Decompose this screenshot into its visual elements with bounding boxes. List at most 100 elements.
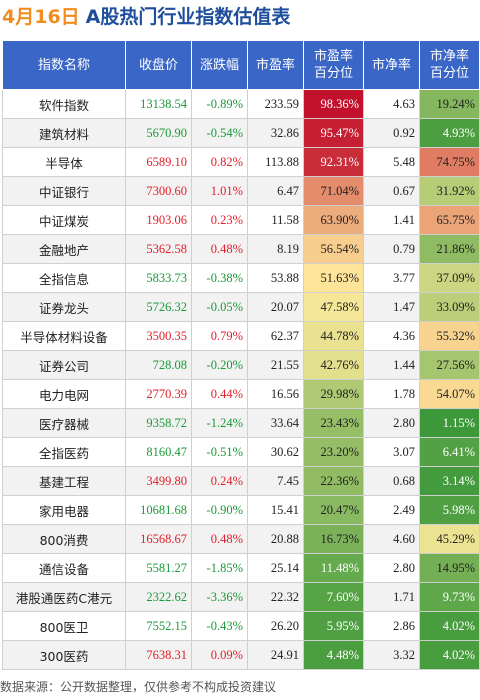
pb-cell: 5.48 <box>363 147 420 177</box>
pe-cell: 25.14 <box>247 553 304 583</box>
pe-cell: 20.07 <box>247 292 304 322</box>
pe-cell: 21.55 <box>247 350 304 380</box>
pe-percentile-cell: 4.48% <box>303 640 364 670</box>
index-name-cell: 通信设备 <box>2 553 126 583</box>
pb-cell: 4.63 <box>363 89 420 119</box>
pe-percentile-cell: 44.78% <box>303 321 364 351</box>
table-row: 电力电网 2770.39 0.44% 16.56 29.98% 1.78 54.07% <box>2 379 480 409</box>
pe-cell: 15.41 <box>247 495 304 525</box>
pe-cell: 233.59 <box>247 89 304 119</box>
pe-cell: 26.20 <box>247 611 304 641</box>
pe-percentile-cell: 29.98% <box>303 379 364 409</box>
table-row: 800医卫 7552.15 -0.43% 26.20 5.95% 2.86 4.02% <box>2 611 480 641</box>
change-pct-cell: -0.05% <box>191 292 248 322</box>
pe-percentile-cell: 47.58% <box>303 292 364 322</box>
index-name-cell: 金融地产 <box>2 234 126 264</box>
table-row: 全指信息 5833.73 -0.38% 53.88 51.63% 3.77 37.09% <box>2 263 480 293</box>
pe-cell: 62.37 <box>247 321 304 351</box>
pe-cell: 6.47 <box>247 176 304 206</box>
index-name-cell: 300医药 <box>2 640 126 670</box>
pe-percentile-cell: 95.47% <box>303 118 364 148</box>
table-row: 医疗器械 9358.72 -1.24% 33.64 23.43% 2.80 1.15% <box>2 408 480 438</box>
index-name-cell: 医疗器械 <box>2 408 126 438</box>
pb-percentile-cell: 4.02% <box>419 611 480 641</box>
pe-percentile-cell: 20.47% <box>303 495 364 525</box>
pb-percentile-cell: 6.41% <box>419 437 480 467</box>
change-pct-cell: -0.90% <box>191 495 248 525</box>
close-price-cell: 5581.27 <box>125 553 192 583</box>
pb-percentile-cell: 14.95% <box>419 553 480 583</box>
close-price-cell: 5362.58 <box>125 234 192 264</box>
pe-cell: 22.32 <box>247 582 304 612</box>
pb-cell: 4.60 <box>363 524 420 554</box>
header-close: 收盘价 <box>125 40 192 90</box>
pb-percentile-cell: 3.14% <box>419 466 480 496</box>
pb-percentile-cell: 45.29% <box>419 524 480 554</box>
index-name-cell: 港股通医药C港元 <box>2 582 126 612</box>
pb-cell: 0.79 <box>363 234 420 264</box>
change-pct-cell: 0.24% <box>191 466 248 496</box>
close-price-cell: 7552.15 <box>125 611 192 641</box>
table-row: 金融地产 5362.58 0.48% 8.19 56.54% 0.79 21.86% <box>2 234 480 264</box>
change-pct-cell: 1.01% <box>191 176 248 206</box>
change-pct-cell: 0.09% <box>191 640 248 670</box>
pb-cell: 3.32 <box>363 640 420 670</box>
valuation-table: 指数名称 收盘价 涨跌幅 市盈率 市盈率 百分位 市净率 市净率 百分位 软件指数 1… <box>2 40 480 670</box>
pb-cell: 4.36 <box>363 321 420 351</box>
close-price-cell: 3499.80 <box>125 466 192 496</box>
pb-percentile-cell: 55.32% <box>419 321 480 351</box>
pb-cell: 2.86 <box>363 611 420 641</box>
change-pct-cell: -1.85% <box>191 553 248 583</box>
pb-percentile-cell: 1.15% <box>419 408 480 438</box>
table-row: 全指医药 8160.47 -0.51% 30.62 23.20% 3.07 6.41% <box>2 437 480 467</box>
close-price-cell: 6589.10 <box>125 147 192 177</box>
pb-percentile-cell: 65.75% <box>419 205 480 235</box>
index-name-cell: 中证煤炭 <box>2 205 126 235</box>
pe-percentile-cell: 16.73% <box>303 524 364 554</box>
close-price-cell: 16568.67 <box>125 524 192 554</box>
pe-cell: 11.58 <box>247 205 304 235</box>
pb-percentile-cell: 54.07% <box>419 379 480 409</box>
pb-percentile-cell: 4.02% <box>419 640 480 670</box>
pb-percentile-cell: 19.24% <box>419 89 480 119</box>
pe-cell: 7.45 <box>247 466 304 496</box>
close-price-cell: 10681.68 <box>125 495 192 525</box>
pb-cell: 1.44 <box>363 350 420 380</box>
pe-cell: 32.86 <box>247 118 304 148</box>
header-pb-percentile: 市净率 百分位 <box>419 40 480 90</box>
change-pct-cell: -0.38% <box>191 263 248 293</box>
pb-percentile-cell: 74.75% <box>419 147 480 177</box>
pb-percentile-cell: 4.93% <box>419 118 480 148</box>
pe-percentile-cell: 98.36% <box>303 89 364 119</box>
close-price-cell: 1903.06 <box>125 205 192 235</box>
table-header-row: 指数名称 收盘价 涨跌幅 市盈率 市盈率 百分位 市净率 市净率 百分位 <box>2 40 480 90</box>
pe-percentile-cell: 56.54% <box>303 234 364 264</box>
index-name-cell: 800医卫 <box>2 611 126 641</box>
title-date: 4月16日 <box>2 6 80 28</box>
index-name-cell: 800消费 <box>2 524 126 554</box>
pe-cell: 8.19 <box>247 234 304 264</box>
table-row: 中证银行 7300.60 1.01% 6.47 71.04% 0.67 31.92% <box>2 176 480 206</box>
pb-percentile-cell: 37.09% <box>419 263 480 293</box>
page-title: 4月16日 A股热门行业指数估值表 <box>0 0 290 38</box>
change-pct-cell: 0.23% <box>191 205 248 235</box>
pe-cell: 33.64 <box>247 408 304 438</box>
index-name-cell: 半导体材料设备 <box>2 321 126 351</box>
pb-cell: 1.71 <box>363 582 420 612</box>
pe-cell: 113.88 <box>247 147 304 177</box>
pb-cell: 1.78 <box>363 379 420 409</box>
change-pct-cell: -0.54% <box>191 118 248 148</box>
pb-percentile-cell: 31.92% <box>419 176 480 206</box>
pe-percentile-cell: 92.31% <box>303 147 364 177</box>
change-pct-cell: -1.24% <box>191 408 248 438</box>
table-row: 800消费 16568.67 0.48% 20.88 16.73% 4.60 45.29% <box>2 524 480 554</box>
change-pct-cell: -0.51% <box>191 437 248 467</box>
close-price-cell: 5833.73 <box>125 263 192 293</box>
header-name: 指数名称 <box>2 40 126 90</box>
pb-cell: 2.80 <box>363 553 420 583</box>
header-pe-percentile: 市盈率 百分位 <box>303 40 364 90</box>
pb-cell: 0.68 <box>363 466 420 496</box>
pb-percentile-cell: 5.98% <box>419 495 480 525</box>
header-change: 涨跌幅 <box>191 40 248 90</box>
pe-percentile-cell: 51.63% <box>303 263 364 293</box>
